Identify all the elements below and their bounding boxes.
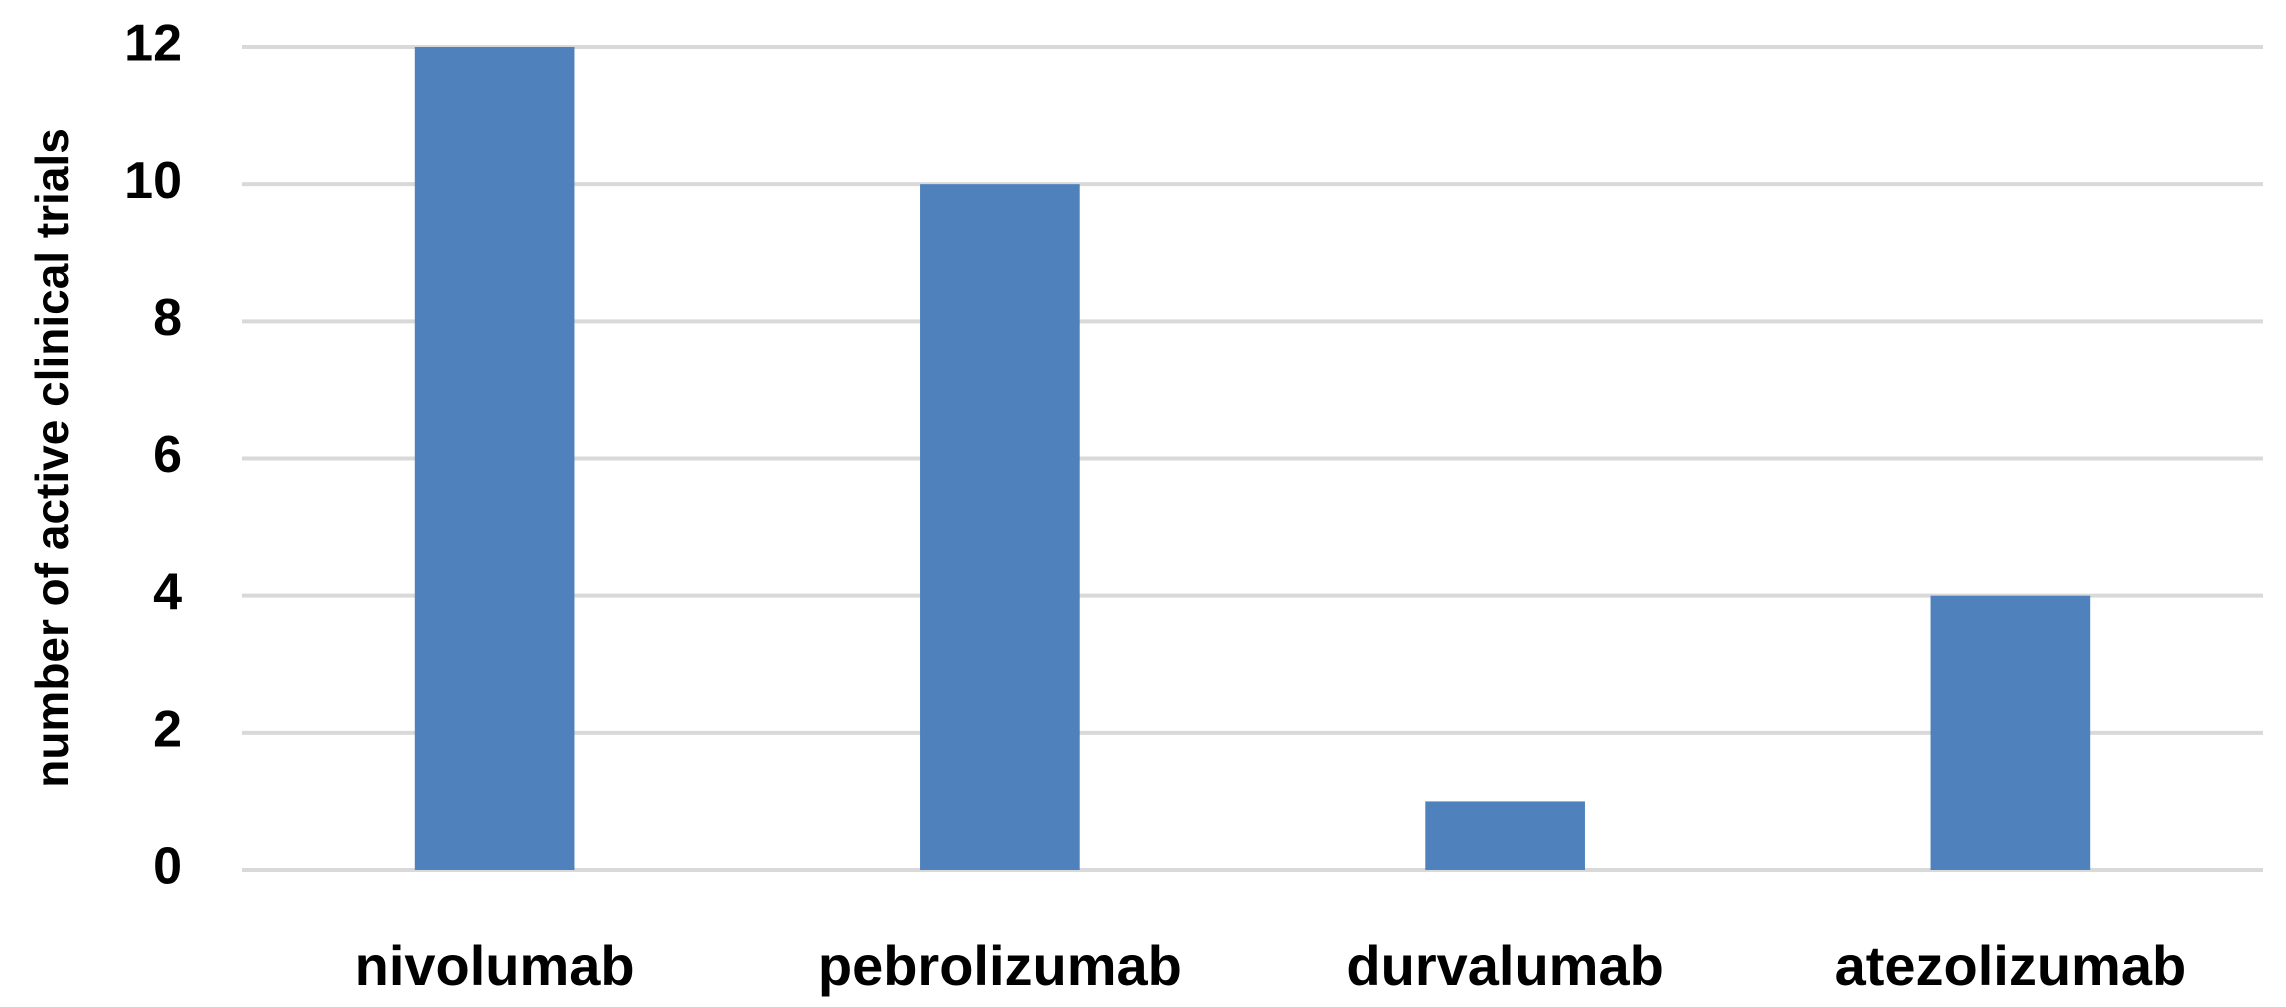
x-tick-label: durvalumab	[1346, 934, 1663, 997]
x-tick-label: nivolumab	[355, 934, 635, 997]
y-tick-label: 2	[153, 701, 182, 759]
y-tick-label: 4	[153, 563, 182, 621]
x-tick-label: atezolizumab	[1835, 934, 2187, 997]
bar	[1930, 595, 2091, 870]
y-tick-label: 8	[153, 289, 182, 347]
y-tick-label: 6	[153, 426, 182, 484]
x-tick-label: pebrolizumab	[818, 934, 1182, 997]
y-axis-label: number of active clinical trials	[26, 128, 78, 788]
y-tick-label: 10	[124, 152, 182, 210]
y-tick-label: 12	[124, 15, 182, 73]
y-tick-label: 0	[153, 838, 182, 896]
bar	[920, 184, 1080, 870]
bar	[1425, 801, 1585, 870]
bar	[414, 47, 575, 870]
